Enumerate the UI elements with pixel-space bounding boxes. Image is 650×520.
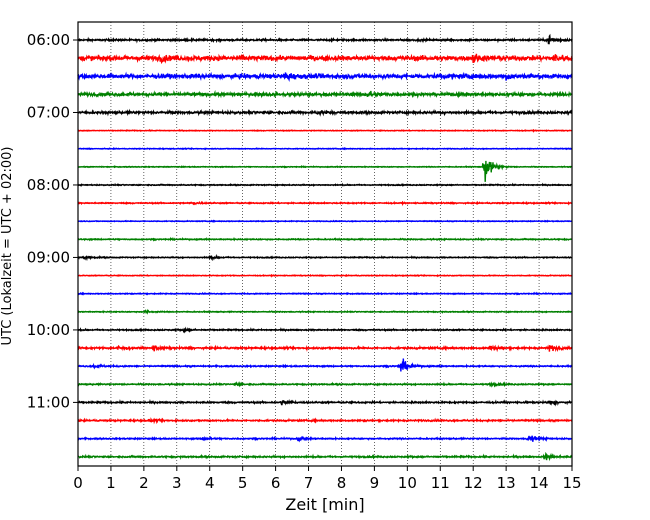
y-axis: 06:00 07:00 08:00 09:00 10:00 11:00 [27, 31, 78, 411]
trace-0630 [77, 71, 573, 83]
trace-0700 [77, 108, 573, 117]
trace-1100 [77, 398, 572, 407]
x-tick-label: 4 [205, 474, 215, 492]
trace-0745 [77, 160, 573, 182]
x-tick-label: 10 [398, 474, 417, 492]
trace-1000 [77, 326, 573, 334]
x-tick-label: 9 [370, 474, 380, 492]
y-tick-label: 09:00 [27, 248, 70, 266]
trace-0915 [77, 273, 573, 278]
x-axis: 0 1 2 3 4 5 6 7 8 9 10 11 12 13 14 15 [73, 466, 582, 492]
trace-0900 [77, 253, 573, 262]
x-tick-label: 8 [337, 474, 347, 492]
y-tick-label: 11:00 [27, 393, 70, 411]
grid-lines [110, 22, 540, 466]
y-axis-label: UTC (Lokalzeit = UTC + 02:00) [0, 147, 15, 346]
trace-0600 [77, 33, 573, 45]
trace-group [77, 33, 573, 462]
trace-0730 [77, 146, 573, 151]
trace-1045 [77, 381, 573, 388]
y-tick-label: 07:00 [27, 103, 70, 121]
x-tick-label: 0 [73, 474, 83, 492]
x-axis-label: Zeit [min] [285, 495, 364, 514]
trace-0800 [77, 182, 573, 188]
x-tick-label: 1 [106, 474, 116, 492]
plot-frame [77, 21, 573, 467]
trace-1015 [77, 344, 573, 353]
x-tick-label: 3 [172, 474, 182, 492]
x-tick-label: 5 [238, 474, 248, 492]
y-tick-label: 08:00 [27, 176, 70, 194]
trace-1145 [77, 451, 573, 462]
trace-0845 [77, 236, 573, 242]
y-tick-label: 10:00 [27, 321, 70, 339]
trace-0615 [77, 53, 573, 65]
trace-1030 [77, 358, 573, 372]
trace-0645 [77, 89, 573, 99]
x-tick-label: 15 [562, 474, 581, 492]
trace-0830 [77, 219, 573, 223]
x-tick-label: 14 [530, 474, 549, 492]
x-tick-label: 13 [497, 474, 516, 492]
y-tick-label: 06:00 [27, 31, 70, 49]
x-tick-label: 12 [464, 474, 483, 492]
x-tick-label: 11 [431, 474, 450, 492]
x-tick-label: 2 [139, 474, 149, 492]
x-tick-label: 7 [304, 474, 314, 492]
trace-1130 [77, 435, 573, 443]
trace-0715 [77, 128, 573, 133]
trace-0930 [77, 291, 573, 296]
trace-1115 [77, 417, 573, 425]
x-tick-label: 6 [271, 474, 281, 492]
trace-0815 [77, 200, 573, 207]
trace-0945 [77, 308, 573, 315]
